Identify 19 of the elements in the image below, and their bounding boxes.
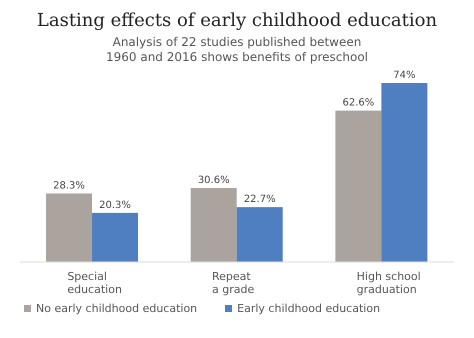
data-label: 20.3%: [99, 200, 131, 211]
chart-subtitle: Analysis of 22 studies published between 1960 and 2016 shows benefits of preschool: [104, 35, 370, 65]
legend-label: Early childhood education: [237, 302, 380, 315]
data-label: 28.3%: [53, 180, 85, 192]
x-tick-label: High school graduation: [356, 270, 421, 296]
bar: [381, 83, 428, 262]
bar: [190, 188, 237, 262]
legend-label: No early childhood education: [36, 302, 198, 315]
bar: [236, 207, 283, 262]
x-tick-label: Special education: [67, 270, 122, 296]
x-tick-label: Repeat a grade: [212, 270, 254, 296]
data-label: 22.7%: [244, 194, 276, 206]
bar: [92, 212, 138, 262]
data-label: 74%: [393, 70, 416, 81]
data-label: 62.6%: [342, 98, 374, 109]
bar: [335, 110, 382, 262]
chart-title: Lasting effects of early childhood education: [36, 10, 438, 31]
data-label: 30.6%: [198, 174, 230, 186]
bar: [46, 194, 92, 262]
